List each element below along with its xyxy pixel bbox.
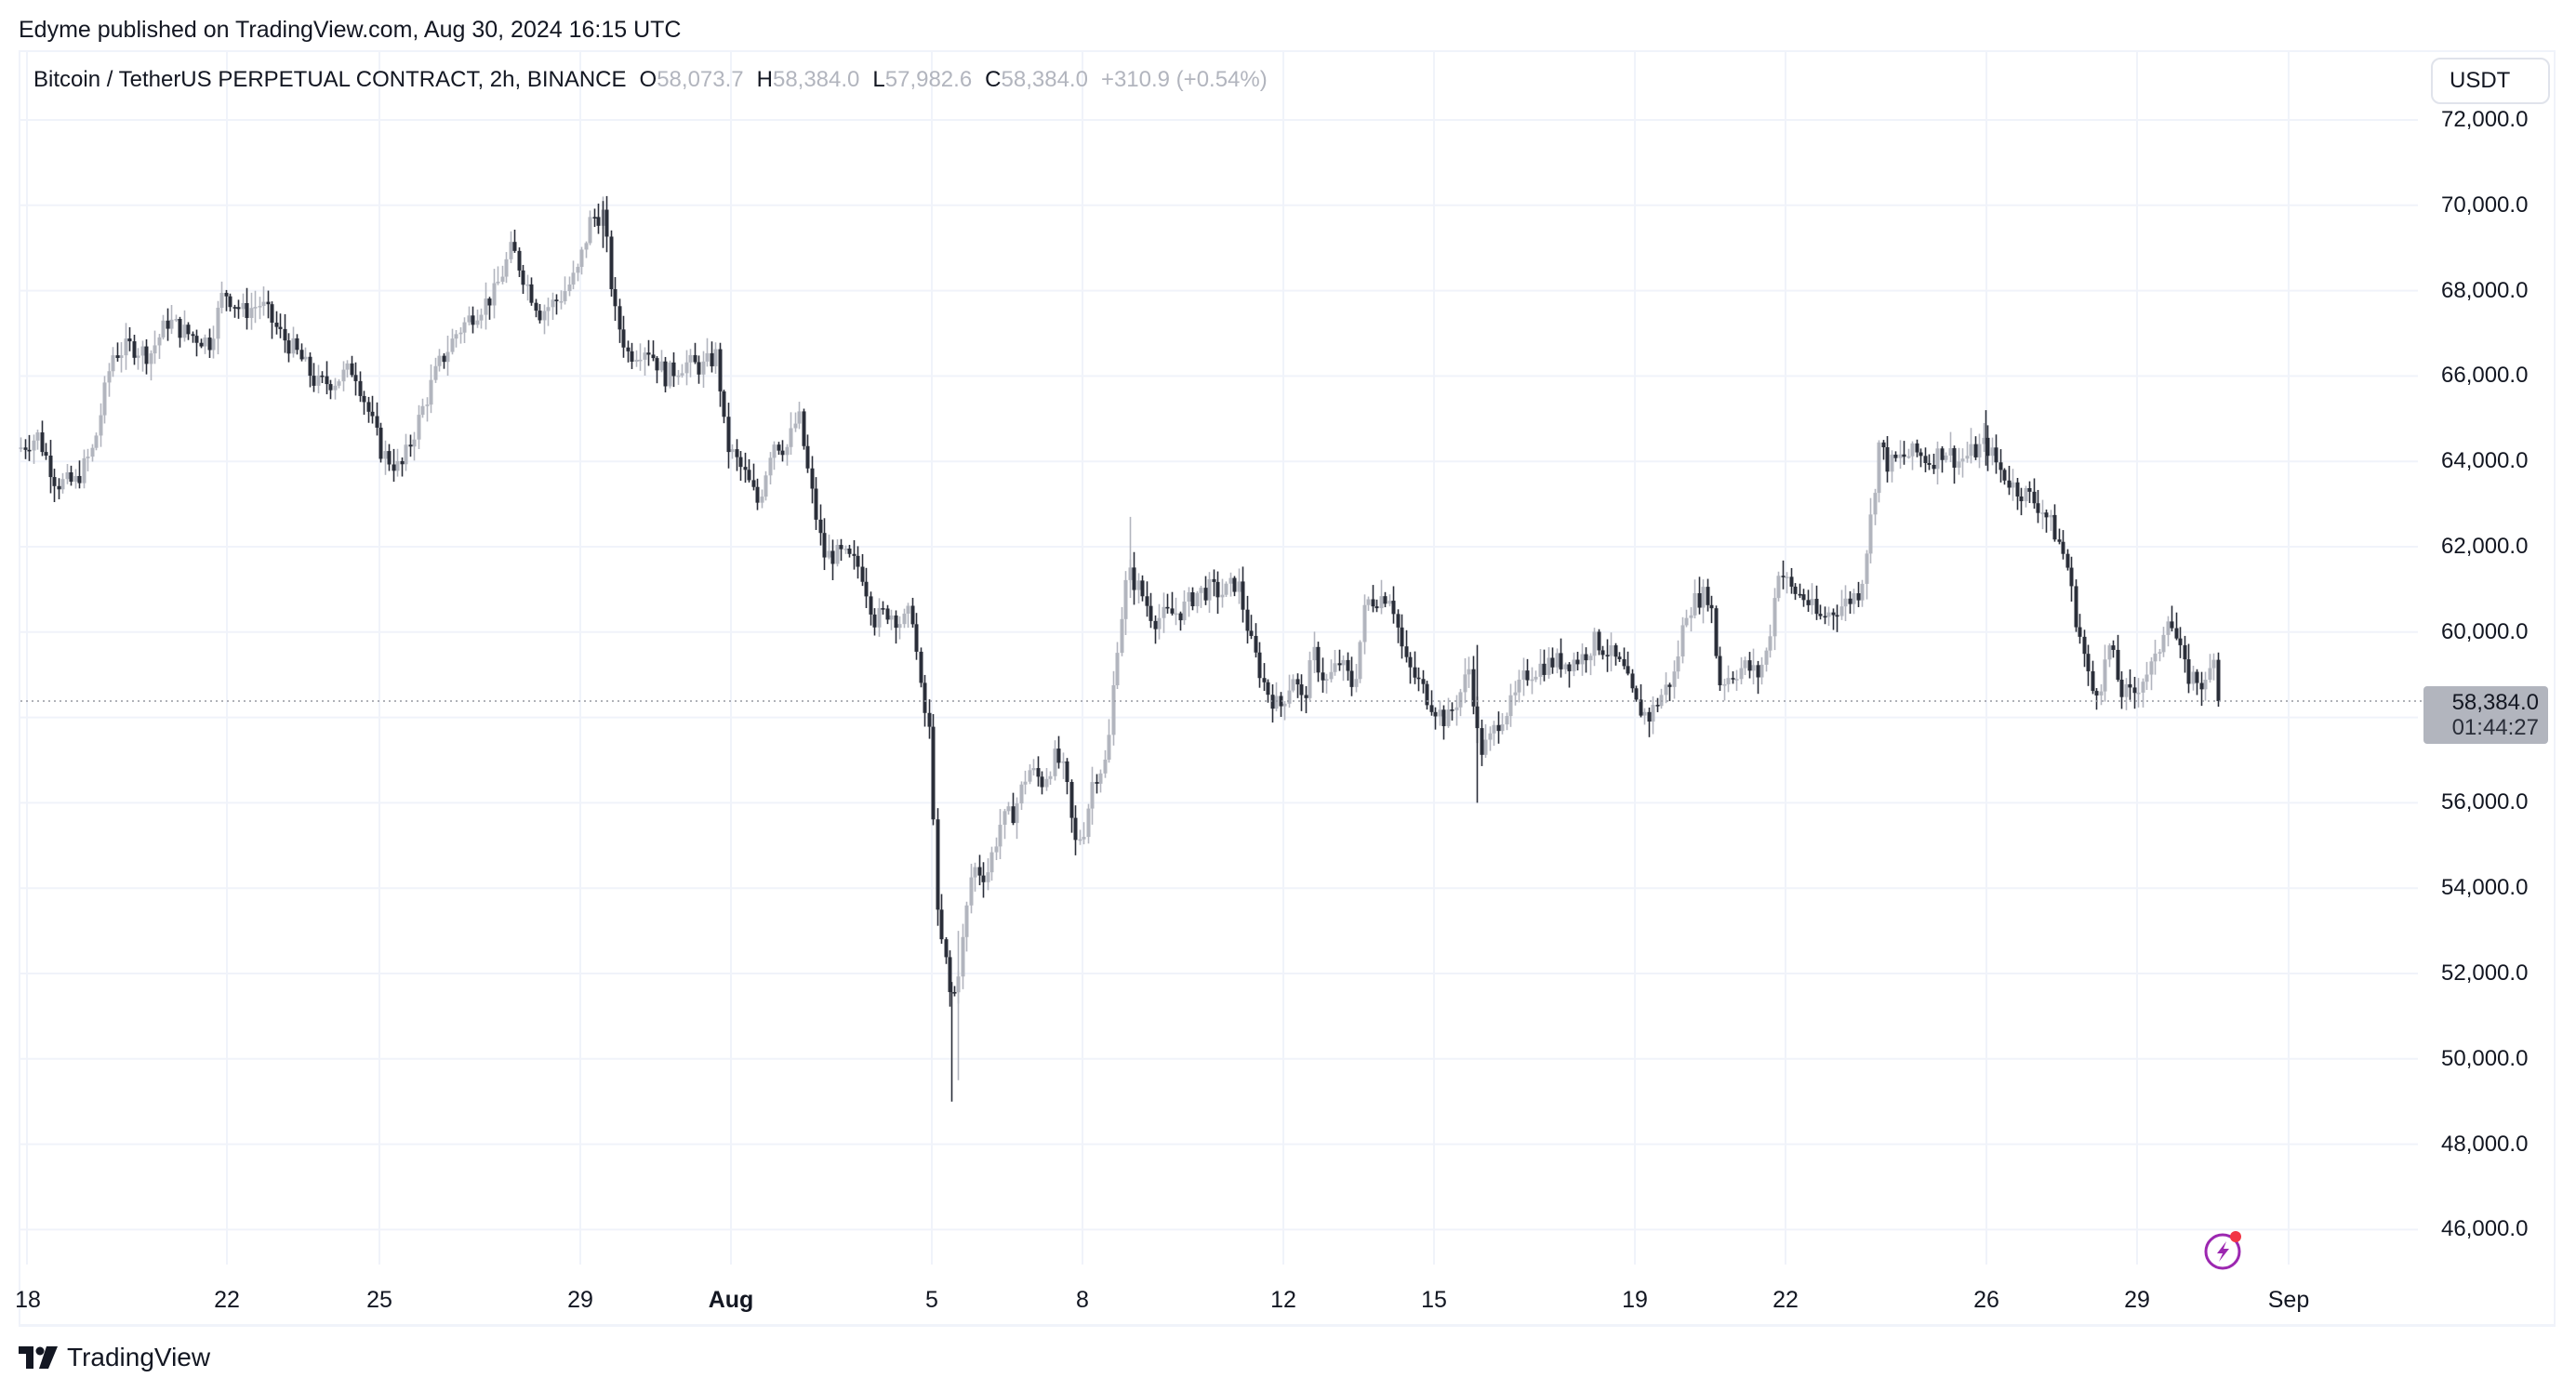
price-tick-label: 52,000.0 [2441, 960, 2529, 986]
currency-button[interactable]: USDT [2431, 58, 2550, 104]
lightning-alert-icon[interactable] [2202, 1229, 2245, 1272]
date-tick-label: Sep [2267, 1287, 2310, 1313]
high-key: H [756, 67, 773, 92]
date-tick-label: 26 [1973, 1287, 1999, 1313]
date-tick-label: 18 [15, 1287, 41, 1313]
price-tick-label: 60,000.0 [2441, 618, 2529, 644]
price-tick-label: 50,000.0 [2441, 1045, 2529, 1071]
open-value: 58,073.7 [657, 67, 744, 92]
published-caption: Edyme published on TradingView.com, Aug … [19, 17, 682, 43]
low-key: L [872, 67, 885, 92]
last-price: 58,384.0 [2451, 690, 2539, 715]
date-tick-label: 25 [366, 1287, 392, 1313]
tradingview-logo-icon [19, 1346, 58, 1369]
price-tick-label: 46,000.0 [2441, 1216, 2529, 1242]
candles [19, 195, 2221, 1102]
price-tick-label: 72,000.0 [2441, 107, 2529, 132]
price-tick-label: 48,000.0 [2441, 1131, 2529, 1157]
bar-countdown: 01:44:27 [2451, 715, 2539, 740]
date-tick-label: 22 [1773, 1287, 1799, 1313]
date-tick-label: 8 [1076, 1287, 1089, 1313]
price-tick-label: 54,000.0 [2441, 875, 2529, 901]
open-key: O [639, 67, 657, 92]
date-tick-label: 15 [1421, 1287, 1447, 1313]
price-tick-label: 70,000.0 [2441, 192, 2529, 218]
chart-legend: Bitcoin / TetherUS PERPETUAL CONTRACT, 2… [33, 67, 1268, 93]
date-tick-label: 5 [925, 1287, 938, 1313]
change-value: +310.9 (+0.54%) [1100, 67, 1268, 92]
high-value: 58,384.0 [772, 67, 860, 92]
last-price-tag: 58,384.0 01:44:27 [2423, 686, 2548, 744]
date-tick-label: 29 [567, 1287, 593, 1313]
close-key: C [985, 67, 1002, 92]
price-tick-label: 62,000.0 [2441, 534, 2529, 559]
price-tick-label: 68,000.0 [2441, 277, 2529, 303]
date-tick-label: 29 [2124, 1287, 2150, 1313]
date-tick-label: 19 [1622, 1287, 1648, 1313]
date-tick-label: 12 [1270, 1287, 1296, 1313]
low-value: 57,982.6 [884, 67, 973, 92]
price-tick-label: 64,000.0 [2441, 448, 2529, 474]
close-value: 58,384.0 [1001, 67, 1088, 92]
price-tick-label: 56,000.0 [2441, 789, 2529, 815]
price-tick-label: 66,000.0 [2441, 363, 2529, 389]
date-tick-label: 22 [214, 1287, 240, 1313]
brand-name: TradingView [67, 1343, 211, 1371]
tradingview-brand[interactable]: TradingView [19, 1343, 210, 1372]
date-tick-label: Aug [708, 1287, 754, 1313]
symbol-title[interactable]: Bitcoin / TetherUS PERPETUAL CONTRACT, 2… [33, 67, 627, 92]
